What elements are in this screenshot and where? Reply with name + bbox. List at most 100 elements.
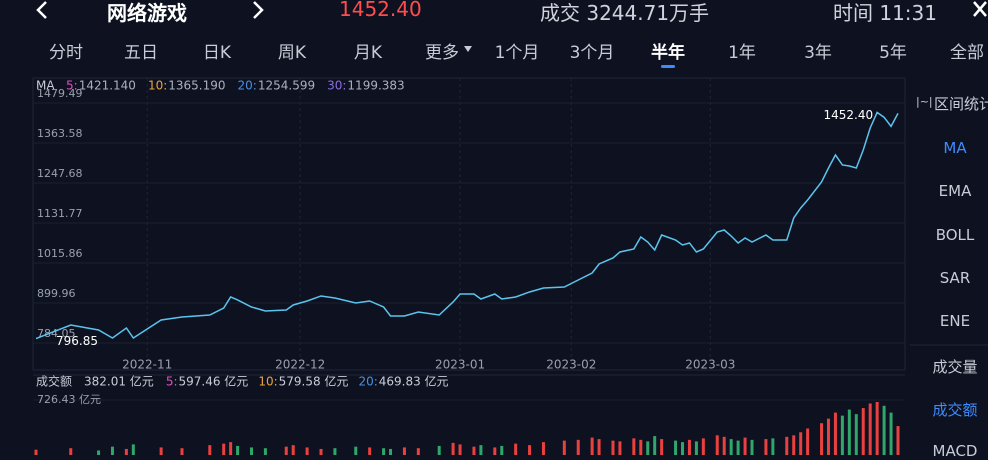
tab[interactable]: 更多: [425, 43, 459, 63]
price: 1452.40: [339, 0, 422, 21]
tab[interactable]: 月K: [353, 43, 383, 63]
volume-bar: [785, 436, 789, 455]
volume-bar: [576, 439, 580, 455]
volume-bar: [743, 437, 747, 455]
tab[interactable]: 全部: [950, 43, 984, 63]
range-icon[interactable]: |~|: [916, 95, 933, 108]
time: 时间 11:31: [833, 1, 937, 25]
value-label: 796.85: [56, 334, 98, 348]
tab[interactable]: 半年: [651, 43, 685, 63]
indicator-option[interactable]: BOLL: [935, 226, 975, 244]
tab[interactable]: 3年: [804, 43, 832, 63]
volume-bar: [229, 442, 233, 455]
volume-bar: [792, 435, 796, 455]
y-tick-label: 726.43 亿元: [37, 393, 101, 406]
volume-bar: [882, 405, 886, 455]
tab[interactable]: 五日: [124, 43, 158, 63]
volume-bar: [820, 423, 824, 455]
volume-bar: [180, 448, 184, 455]
volume-bar: [333, 448, 337, 455]
tab[interactable]: 分时: [49, 43, 83, 63]
volume-bar: [632, 438, 636, 455]
volume-bar: [236, 445, 240, 455]
tab[interactable]: 5年: [879, 43, 907, 63]
volume-bar: [319, 448, 323, 455]
volume-bar: [451, 442, 455, 455]
tab[interactable]: 周K: [277, 43, 307, 63]
volume-bar: [124, 448, 128, 455]
volume-bar: [847, 409, 851, 455]
legend-title: MA: [36, 79, 55, 93]
tab[interactable]: 3个月: [569, 43, 615, 63]
volume-bar: [305, 447, 309, 455]
legend-key: 5:: [166, 375, 178, 389]
volume-bar: [479, 445, 483, 455]
volume-bar: [861, 408, 865, 455]
legend-value: 597.46 亿元: [179, 374, 249, 389]
volume-bar: [618, 441, 622, 455]
close-icon[interactable]: [973, 1, 987, 17]
volume-bar: [715, 435, 719, 455]
volume-bar: [854, 414, 858, 455]
next-icon[interactable]: [253, 1, 264, 19]
indicator-option[interactable]: MA: [943, 139, 967, 157]
volume-bar: [826, 418, 830, 455]
volume-bar: [97, 450, 101, 455]
volume-bar: [368, 447, 372, 455]
volume-bar: [687, 439, 691, 455]
volume-bar: [660, 439, 664, 455]
volume-bar: [382, 448, 386, 455]
x-tick-label: 2022-11: [122, 358, 172, 372]
tab[interactable]: 1个月: [494, 43, 540, 63]
volume-bar: [722, 436, 726, 455]
legend-key: 30:: [327, 79, 346, 93]
volume-bar: [284, 446, 288, 455]
volume-bar: [159, 447, 163, 455]
volume-bar: [771, 438, 775, 455]
x-tick-label: 2023-02: [546, 358, 596, 372]
tab[interactable]: 日K: [202, 43, 232, 63]
volume-bar: [889, 412, 893, 455]
volume-bar: [208, 445, 212, 455]
plot-frame: [32, 77, 906, 371]
legend-value: 1199.383: [347, 79, 404, 93]
indicator-option[interactable]: ENE: [939, 312, 971, 330]
volume-bar: [764, 439, 768, 455]
volume-bar: [416, 448, 420, 455]
indicator-option[interactable]: 成交量: [932, 358, 978, 376]
legend-key: 20:: [358, 375, 377, 389]
tab[interactable]: 1年: [728, 43, 756, 63]
dropdown-icon: [464, 46, 472, 52]
y-tick-label: 784.05: [37, 327, 76, 340]
volume-bar: [701, 438, 705, 455]
indicator-option[interactable]: SAR: [939, 269, 971, 287]
indicator-option[interactable]: MACD: [932, 442, 978, 460]
volume-bar: [263, 448, 267, 455]
volume-bar: [131, 444, 135, 455]
y-tick-label: 1247.68: [37, 167, 83, 180]
volume-bar: [868, 403, 872, 455]
volume-bar: [541, 442, 545, 455]
volume-bar: [597, 439, 601, 455]
sidebar-title[interactable]: 区间统计: [934, 95, 988, 113]
volume-bar: [458, 444, 462, 455]
x-tick-label: 2022-12: [275, 358, 325, 372]
back-icon[interactable]: [36, 1, 47, 19]
price-line: [35, 111, 899, 340]
legend-value: 1421.140: [79, 79, 136, 93]
indicator-option[interactable]: 成交额: [932, 401, 978, 419]
volume-bar: [437, 445, 441, 455]
y-tick-label: 1015.86: [37, 247, 83, 260]
volume-bar: [611, 440, 615, 455]
turnover: 成交 3244.71万手: [540, 1, 710, 25]
volume-bar: [896, 426, 900, 455]
volume-bar: [875, 402, 879, 455]
volume-bar: [736, 440, 740, 455]
legend-value: 1254.599: [258, 79, 315, 93]
x-tick-label: 2023-01: [435, 358, 485, 372]
volume-bar: [590, 437, 594, 455]
indicator-option[interactable]: EMA: [938, 182, 972, 200]
y-tick-label: 899.96: [37, 287, 76, 300]
